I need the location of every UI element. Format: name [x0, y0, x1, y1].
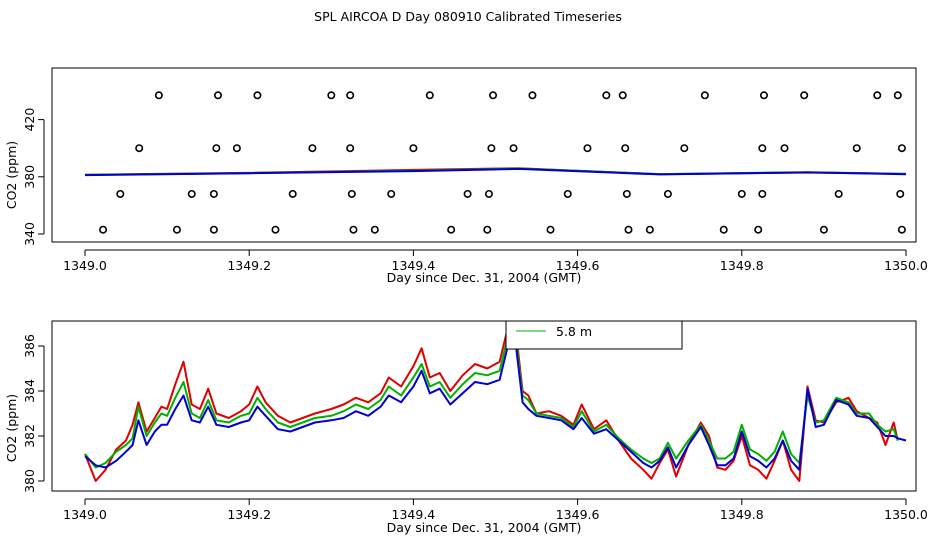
calibration-point — [425, 91, 434, 100]
calibration-point — [214, 91, 223, 100]
y-tick-label: 420 — [22, 108, 37, 132]
bottom-panel: 1349.0 1349.2 1349.4 1349.6 1349.8 1350.0 380 3… — [4, 320, 928, 535]
calibration-point — [209, 225, 218, 234]
calibration-point — [893, 91, 902, 100]
calibration-point — [484, 189, 493, 198]
x-tick-label: 1350.0 — [884, 507, 928, 522]
chart-title: SPL AIRCOA D Day 080910 Calibrated Times… — [314, 9, 622, 24]
calibration-point — [737, 189, 746, 198]
x-tick-label: 1349.4 — [392, 507, 436, 522]
calibration-point — [409, 144, 418, 153]
y-tick-label: 382 — [22, 424, 37, 448]
x-tick-label: 1349.6 — [556, 258, 600, 273]
legend-box — [505, 320, 683, 350]
calibration-point — [645, 225, 654, 234]
calibration-point — [135, 144, 144, 153]
calibration-point — [621, 144, 630, 153]
x-tick-label: 1349.4 — [392, 258, 436, 273]
calibration-point — [172, 225, 181, 234]
calibration-point — [663, 189, 672, 198]
calibration-point — [780, 144, 789, 153]
calibration-point — [212, 144, 221, 153]
top-plot-frame — [51, 67, 917, 243]
calibration-point — [308, 144, 317, 153]
calibration-point — [487, 144, 496, 153]
calibration-point — [834, 189, 843, 198]
top-x-axis-label: Day since Dec. 31, 2004 (GMT) — [387, 270, 582, 285]
calibration-point — [271, 225, 280, 234]
calibration-point — [622, 189, 631, 198]
y-tick-label: 384 — [22, 379, 37, 403]
x-tick-label: 1349.6 — [556, 507, 600, 522]
calibration-point — [99, 225, 108, 234]
top-calibration-points — [99, 91, 906, 234]
series-line-green — [84, 336, 899, 469]
calibration-point — [897, 144, 906, 153]
calibration-point — [447, 225, 456, 234]
calibration-point — [370, 225, 379, 234]
calibration-point — [754, 225, 763, 234]
calibration-point — [346, 144, 355, 153]
x-tick-label: 1349.8 — [720, 507, 764, 522]
calibration-point — [680, 144, 689, 153]
top-axes: 1349.0 1349.2 1349.4 1349.6 1349.8 1350.0 340 3… — [22, 108, 928, 273]
legend-label: 5.8 m — [556, 324, 592, 339]
legend: 5.8 m — [505, 320, 683, 350]
calibration-point — [528, 91, 537, 100]
bottom-axes: 1349.0 1349.2 1349.4 1349.6 1349.8 1350.0 380 3… — [22, 334, 928, 522]
calibration-point — [288, 189, 297, 198]
calibration-point — [624, 225, 633, 234]
calibration-point — [327, 91, 336, 100]
x-tick-label: 1349.8 — [720, 258, 764, 273]
y-tick-label: 380 — [22, 469, 37, 493]
calibration-point — [509, 144, 518, 153]
y-tick-label: 386 — [22, 334, 37, 358]
calibration-point — [759, 91, 768, 100]
calibration-point — [719, 225, 728, 234]
calibration-point — [187, 189, 196, 198]
bottom-y-axis-label: CO2 (ppm) — [4, 394, 19, 462]
top-series-lines — [84, 167, 907, 177]
calibration-point — [873, 91, 882, 100]
x-tick-label: 1349.0 — [63, 507, 107, 522]
calibration-point — [758, 144, 767, 153]
calibration-point — [897, 225, 906, 234]
calibration-point — [896, 189, 905, 198]
calibration-point — [463, 189, 472, 198]
calibration-point — [758, 189, 767, 198]
calibration-point — [349, 225, 358, 234]
calibration-point — [700, 91, 709, 100]
bottom-plot-frame — [51, 320, 917, 492]
x-tick-label: 1349.2 — [227, 507, 271, 522]
x-tick-label: 1350.0 — [884, 258, 928, 273]
calibration-point — [154, 91, 163, 100]
calibration-point — [387, 189, 396, 198]
series-line-level-3 — [84, 167, 907, 177]
x-tick-label: 1349.0 — [63, 258, 107, 273]
calibration-point — [116, 189, 125, 198]
calibration-point — [346, 91, 355, 100]
calibration-point — [583, 144, 592, 153]
top-panel: 1349.0 1349.2 1349.4 1349.6 1349.8 1350.0 340 3… — [4, 67, 928, 285]
x-tick-label: 1349.2 — [227, 258, 271, 273]
calibration-point — [209, 189, 218, 198]
y-tick-label: 380 — [22, 165, 37, 189]
calibration-point — [618, 91, 627, 100]
calibration-point — [483, 225, 492, 234]
calibration-point — [232, 144, 241, 153]
calibration-point — [819, 225, 828, 234]
calibration-point — [800, 91, 809, 100]
calibration-point — [347, 189, 356, 198]
calibration-point — [852, 144, 861, 153]
calibration-point — [489, 91, 498, 100]
calibration-point — [253, 91, 262, 100]
calibration-point — [602, 91, 611, 100]
calibration-point — [546, 225, 555, 234]
calibration-point — [563, 189, 572, 198]
bottom-series-lines — [84, 327, 907, 482]
bottom-x-axis-label: Day since Dec. 31, 2004 (GMT) — [387, 520, 582, 535]
y-tick-label: 340 — [22, 222, 37, 246]
top-y-axis-label: CO2 (ppm) — [4, 141, 19, 209]
